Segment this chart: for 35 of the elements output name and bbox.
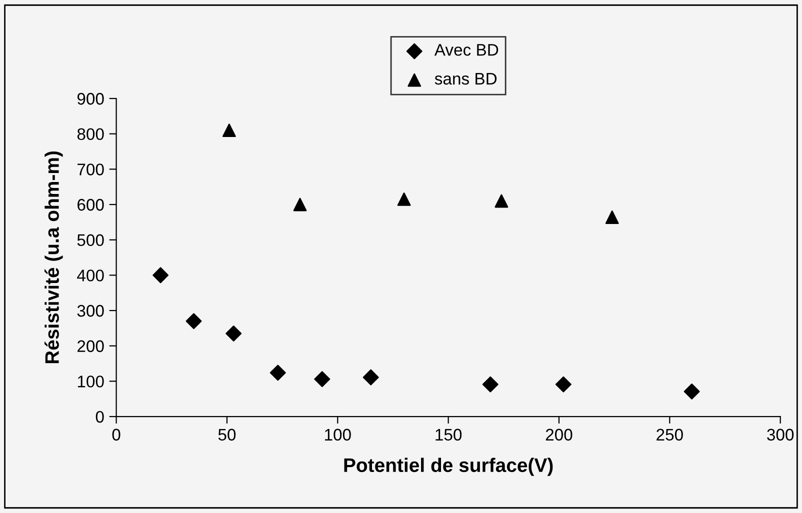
point [293, 198, 307, 212]
y-tick-label: 500 [77, 234, 104, 246]
x-tick-label: 50 [218, 428, 236, 441]
y-tick-label: 600 [78, 198, 104, 211]
point [314, 371, 330, 388]
x-tick-label: 100 [325, 428, 351, 441]
legend-label: sans BD [434, 73, 497, 85]
y-tick-label: 700 [78, 164, 104, 176]
point [362, 369, 379, 386]
y-axis-title: Résistivité (u.a ohm-m) [44, 152, 63, 364]
y-tick-label: 800 [77, 128, 104, 140]
x-tick-label: 0 [112, 428, 120, 441]
y-tick-label: 400 [77, 270, 104, 282]
point [226, 326, 242, 342]
x-axis-title: Potentiel de surface(V) [344, 458, 553, 476]
point [152, 267, 169, 284]
point [555, 376, 572, 392]
point [270, 364, 286, 381]
y-tick-label: 200 [78, 340, 104, 352]
x-tick-label: 200 [546, 428, 572, 441]
legend-label: Avec BD [434, 44, 498, 56]
x-tick-label: 300 [767, 428, 794, 441]
y-tick-label: 100 [78, 376, 104, 388]
y-tick-label: 0 [96, 410, 104, 423]
point [222, 124, 236, 138]
y-tick-label: 900 [77, 92, 104, 105]
point [684, 383, 700, 400]
x-tick-label: 250 [656, 428, 683, 441]
point [482, 376, 498, 392]
point [397, 192, 411, 206]
x-tick-label: 150 [436, 428, 462, 441]
y-tick-label: 300 [77, 304, 104, 317]
point [494, 194, 508, 208]
point [605, 210, 619, 224]
point [186, 313, 202, 330]
